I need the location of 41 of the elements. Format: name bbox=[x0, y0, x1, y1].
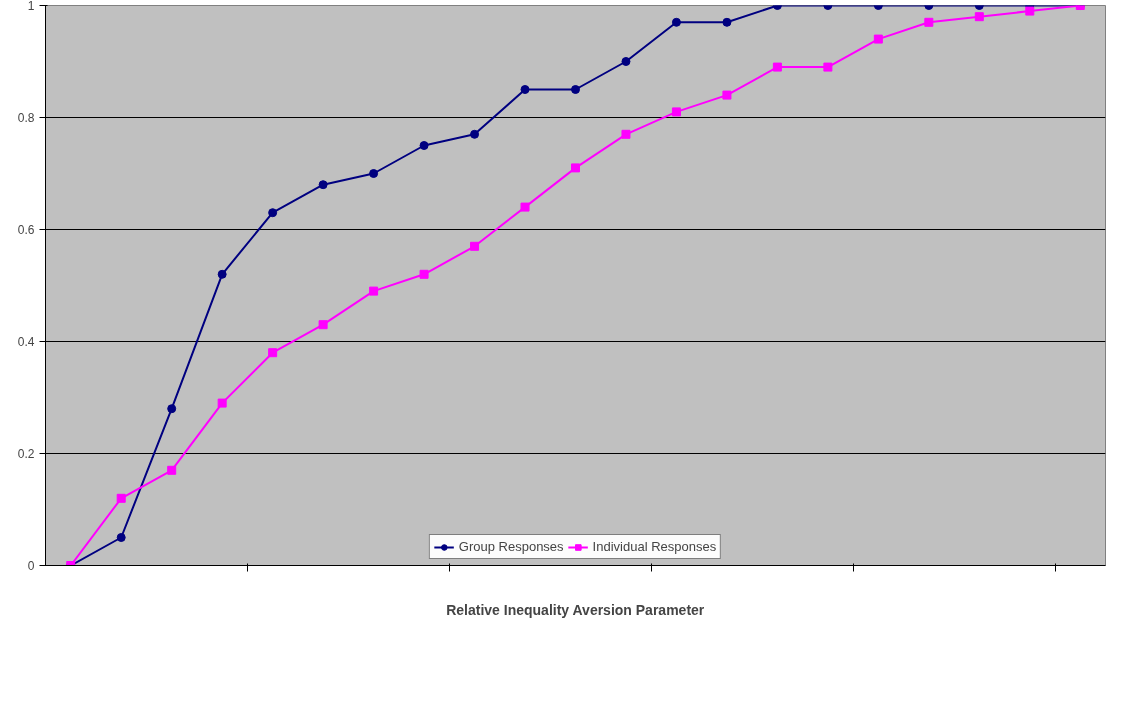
point bbox=[974, 12, 984, 22]
legend-label: Individual Responses bbox=[592, 539, 717, 554]
point bbox=[1025, 6, 1035, 16]
y-tick-label: 0.8 bbox=[17, 111, 35, 125]
point bbox=[419, 141, 429, 150]
point bbox=[217, 398, 227, 408]
point bbox=[318, 180, 328, 190]
point bbox=[369, 169, 379, 178]
point bbox=[621, 129, 631, 139]
point bbox=[772, 62, 782, 72]
point bbox=[116, 493, 126, 503]
point bbox=[671, 17, 681, 27]
point bbox=[621, 57, 631, 66]
point bbox=[823, 62, 833, 72]
y-tick-label: 0.6 bbox=[17, 223, 35, 237]
point bbox=[520, 85, 530, 94]
point bbox=[268, 348, 278, 358]
point bbox=[924, 17, 934, 27]
point bbox=[318, 320, 328, 330]
point bbox=[268, 208, 278, 218]
point bbox=[419, 269, 429, 279]
point bbox=[571, 85, 580, 94]
point bbox=[167, 465, 177, 475]
x-axis-title: Relative Inequality Aversion Parameter bbox=[446, 601, 705, 618]
point bbox=[369, 286, 379, 296]
point bbox=[217, 269, 227, 279]
y-tick-label: 0 bbox=[27, 559, 35, 573]
legend-label: Group Responses bbox=[458, 539, 564, 554]
y-tick-label: 0.2 bbox=[17, 447, 35, 461]
y-tick-label: 1 bbox=[27, 0, 35, 13]
point bbox=[873, 34, 883, 44]
point bbox=[167, 404, 177, 414]
point bbox=[722, 17, 732, 27]
point bbox=[571, 163, 580, 173]
point bbox=[671, 107, 681, 117]
y-tick-label: 0.4 bbox=[17, 335, 35, 349]
point bbox=[470, 129, 480, 139]
point bbox=[116, 533, 126, 542]
point bbox=[722, 90, 732, 100]
point bbox=[520, 202, 530, 212]
point bbox=[470, 241, 480, 251]
